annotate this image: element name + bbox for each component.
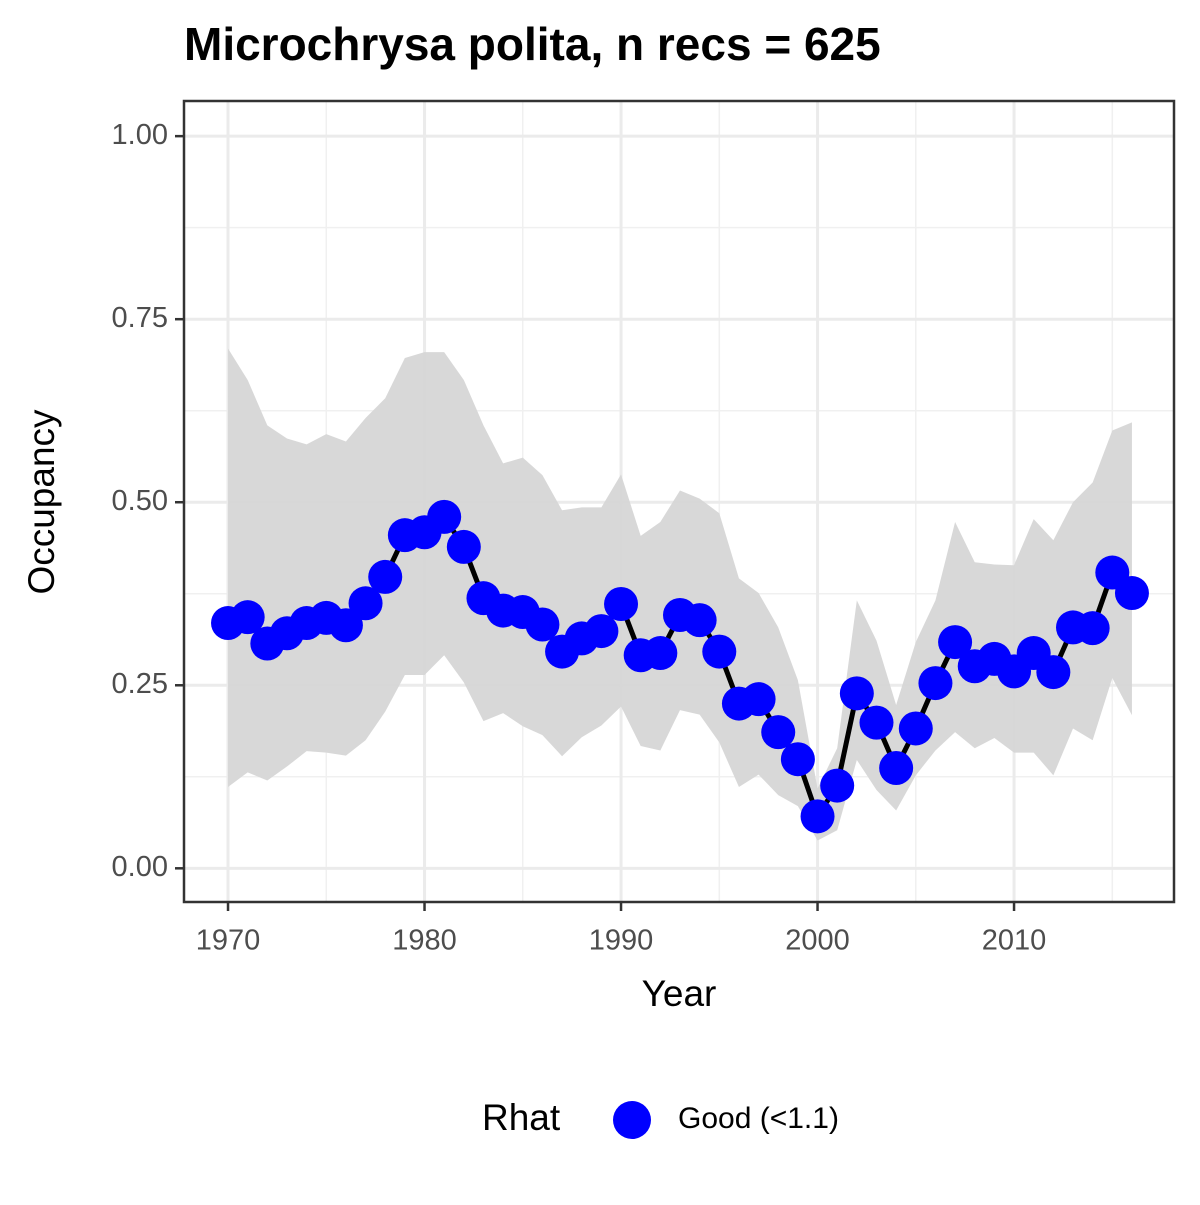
point bbox=[368, 559, 403, 594]
point bbox=[839, 676, 874, 711]
point bbox=[702, 634, 737, 669]
point bbox=[427, 499, 462, 534]
legend-label: Good (<1.1) bbox=[678, 1102, 839, 1135]
point bbox=[1075, 611, 1110, 646]
y-axis-title: Occupancy bbox=[21, 409, 62, 595]
point bbox=[761, 715, 796, 750]
point bbox=[918, 666, 953, 701]
point bbox=[643, 636, 678, 671]
point bbox=[859, 705, 894, 740]
y-tick-label: 0.25 bbox=[112, 668, 168, 700]
point bbox=[820, 768, 855, 803]
x-tick-label: 1970 bbox=[196, 925, 261, 957]
point bbox=[780, 742, 815, 777]
y-tick-label: 1.00 bbox=[112, 119, 168, 151]
legend-key bbox=[613, 1101, 651, 1139]
point bbox=[525, 607, 560, 642]
y-tick-label: 0.50 bbox=[112, 485, 168, 517]
legend-title: Rhat bbox=[482, 1097, 561, 1138]
x-tick-label: 1990 bbox=[589, 925, 654, 957]
chart-title: Microchrysa polita, n recs = 625 bbox=[184, 18, 881, 70]
point bbox=[682, 603, 717, 638]
point bbox=[938, 625, 973, 660]
point bbox=[879, 751, 914, 786]
point bbox=[604, 587, 639, 622]
x-tick-label: 2010 bbox=[982, 925, 1047, 957]
y-tick-label: 0.00 bbox=[112, 851, 168, 883]
point bbox=[1036, 655, 1071, 690]
point bbox=[800, 799, 835, 834]
point bbox=[741, 682, 776, 717]
point bbox=[348, 586, 383, 621]
x-tick-label: 1980 bbox=[392, 925, 457, 957]
panel-border bbox=[182, 99, 1176, 904]
point bbox=[1114, 576, 1149, 611]
point bbox=[446, 529, 481, 564]
x-axis-title: Year bbox=[642, 973, 717, 1014]
y-tick-label: 0.75 bbox=[112, 302, 168, 334]
point bbox=[230, 600, 265, 635]
point bbox=[328, 608, 363, 643]
x-tick-label: 2000 bbox=[785, 925, 850, 957]
point bbox=[584, 614, 619, 649]
point bbox=[898, 711, 933, 746]
